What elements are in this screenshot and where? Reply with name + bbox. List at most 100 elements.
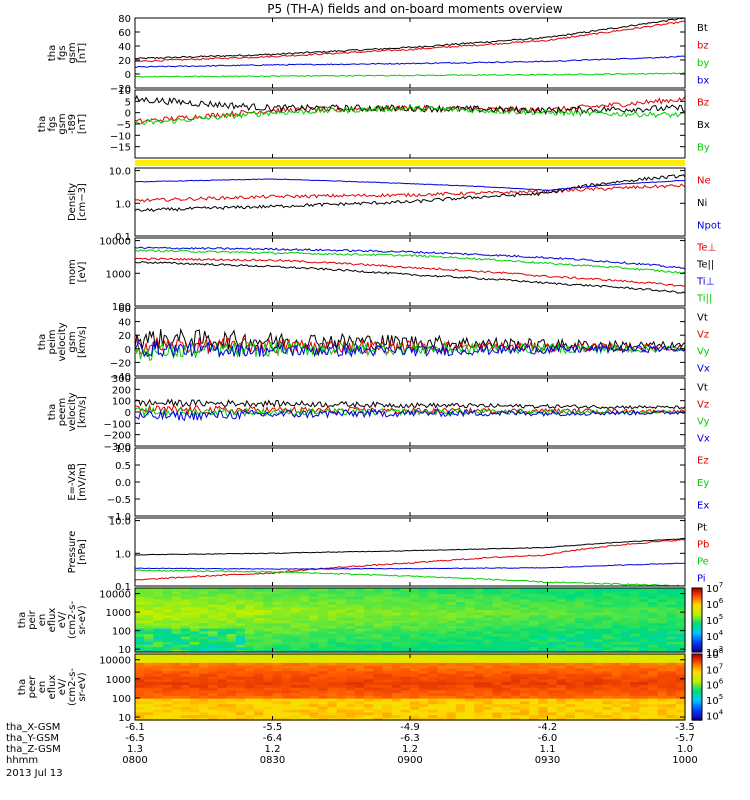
heatmap-cell — [675, 630, 686, 634]
heatmap-cell — [327, 706, 338, 710]
heatmap-cell — [272, 612, 283, 616]
heatmap-cell — [135, 678, 145, 683]
heatmap-cell — [510, 601, 521, 605]
heatmap-cell — [300, 609, 310, 613]
heatmap-cell — [455, 656, 466, 661]
heatmap-cell — [400, 662, 411, 666]
heatmap-cell — [483, 662, 494, 666]
heatmap-cell — [630, 656, 640, 661]
heatmap-cell — [639, 670, 649, 674]
heatmap-cell — [235, 654, 246, 658]
heatmap-cell — [657, 614, 668, 618]
heatmap-cell — [556, 598, 567, 602]
heatmap-cell — [272, 622, 283, 626]
heatmap-cell — [639, 606, 649, 610]
heatmap-cell — [446, 678, 457, 683]
heatmap-cell — [639, 689, 649, 694]
heatmap-cell — [419, 654, 429, 658]
colorbar-cell — [692, 703, 702, 706]
heatmap-cell — [611, 698, 622, 702]
heatmap-cell — [428, 700, 439, 705]
heatmap-cell — [593, 676, 604, 680]
heatmap-cell — [538, 687, 549, 691]
colorbar-cell — [692, 632, 702, 635]
y-tick-label: −40 — [110, 372, 131, 383]
heatmap-cell — [180, 620, 191, 624]
heatmap-cell — [575, 630, 585, 634]
legend-Ey: Ey — [697, 478, 709, 489]
heatmap-cell — [639, 588, 649, 592]
heatmap-cell — [455, 622, 466, 626]
y-tick-label: −300 — [104, 442, 131, 453]
heatmap-cell — [474, 656, 484, 661]
heatmap-cell — [199, 649, 209, 653]
heatmap-cell — [327, 670, 338, 674]
heatmap-cell — [327, 676, 338, 680]
heatmap-cell — [226, 590, 237, 594]
heatmap-cell — [345, 614, 356, 618]
legend-Vz: Vz — [697, 400, 709, 411]
heatmap-cell — [547, 687, 558, 691]
colorbar-cell — [692, 710, 702, 713]
heatmap-cell — [382, 636, 393, 640]
heatmap-cell — [336, 684, 347, 688]
heatmap-cell — [529, 609, 539, 613]
heatmap-cell — [400, 622, 411, 626]
heatmap-cell — [593, 588, 604, 592]
heatmap-cell — [547, 604, 558, 608]
heatmap-cell — [318, 636, 329, 640]
heatmap-cell — [171, 601, 182, 605]
heatmap-cell — [428, 598, 439, 602]
heatmap-cell — [400, 596, 411, 600]
heatmap-cell — [529, 665, 539, 669]
y-tick-label: 1.0 — [115, 444, 131, 455]
heatmap-cell — [657, 717, 668, 721]
heatmap-cell — [529, 598, 539, 602]
heatmap-cell — [465, 700, 475, 705]
heatmap-cell — [620, 628, 631, 632]
heatmap-cell — [180, 604, 191, 608]
heatmap-cell — [410, 711, 420, 716]
heatmap-cell — [630, 590, 640, 594]
heatmap-cell — [593, 684, 604, 688]
heatmap-cell — [199, 590, 209, 594]
heatmap-cell — [135, 692, 145, 696]
heatmap-cell — [410, 641, 420, 645]
heatmap-cell — [455, 628, 466, 632]
y-axis-label-line: eflux — [47, 608, 58, 633]
heatmap-cell — [538, 714, 549, 718]
heatmap-cell — [410, 612, 420, 616]
footer-value: 1.1 — [540, 744, 556, 755]
heatmap-cell — [575, 636, 585, 640]
heatmap-cell — [254, 676, 264, 680]
colorbar-cell — [692, 659, 702, 662]
heatmap-cell — [135, 665, 145, 669]
heatmap-cell — [675, 628, 686, 632]
heatmap-cell — [492, 687, 503, 691]
y-axis-label: thapeirenefluxeV/(cm2-s-sr-eV) — [17, 601, 88, 639]
heatmap-cell — [364, 681, 374, 685]
heatmap-cell — [630, 601, 640, 605]
heatmap-cell — [345, 625, 356, 629]
heatmap-cell — [162, 695, 173, 699]
heatmap-cell — [400, 681, 411, 685]
heatmap-cell — [144, 711, 154, 716]
heatmap-cell — [446, 604, 457, 608]
heatmap-cell — [474, 689, 484, 694]
heatmap-cell — [602, 609, 613, 613]
heatmap-cell — [254, 617, 264, 621]
heatmap-cell — [675, 598, 686, 602]
heatmap-cell — [419, 588, 429, 592]
heatmap-cell — [135, 684, 145, 688]
heatmap-cell — [419, 638, 429, 642]
heatmap-cell — [254, 604, 264, 608]
heatmap-cell — [245, 662, 255, 666]
heatmap-cell — [336, 604, 347, 608]
heatmap-cell — [465, 617, 475, 621]
heatmap-cell — [419, 689, 429, 694]
heatmap-cell — [428, 593, 439, 597]
heatmap-cell — [373, 590, 384, 594]
heatmap-cell — [501, 689, 512, 694]
heatmap-cell — [226, 673, 237, 677]
heatmap-cell — [309, 628, 319, 632]
